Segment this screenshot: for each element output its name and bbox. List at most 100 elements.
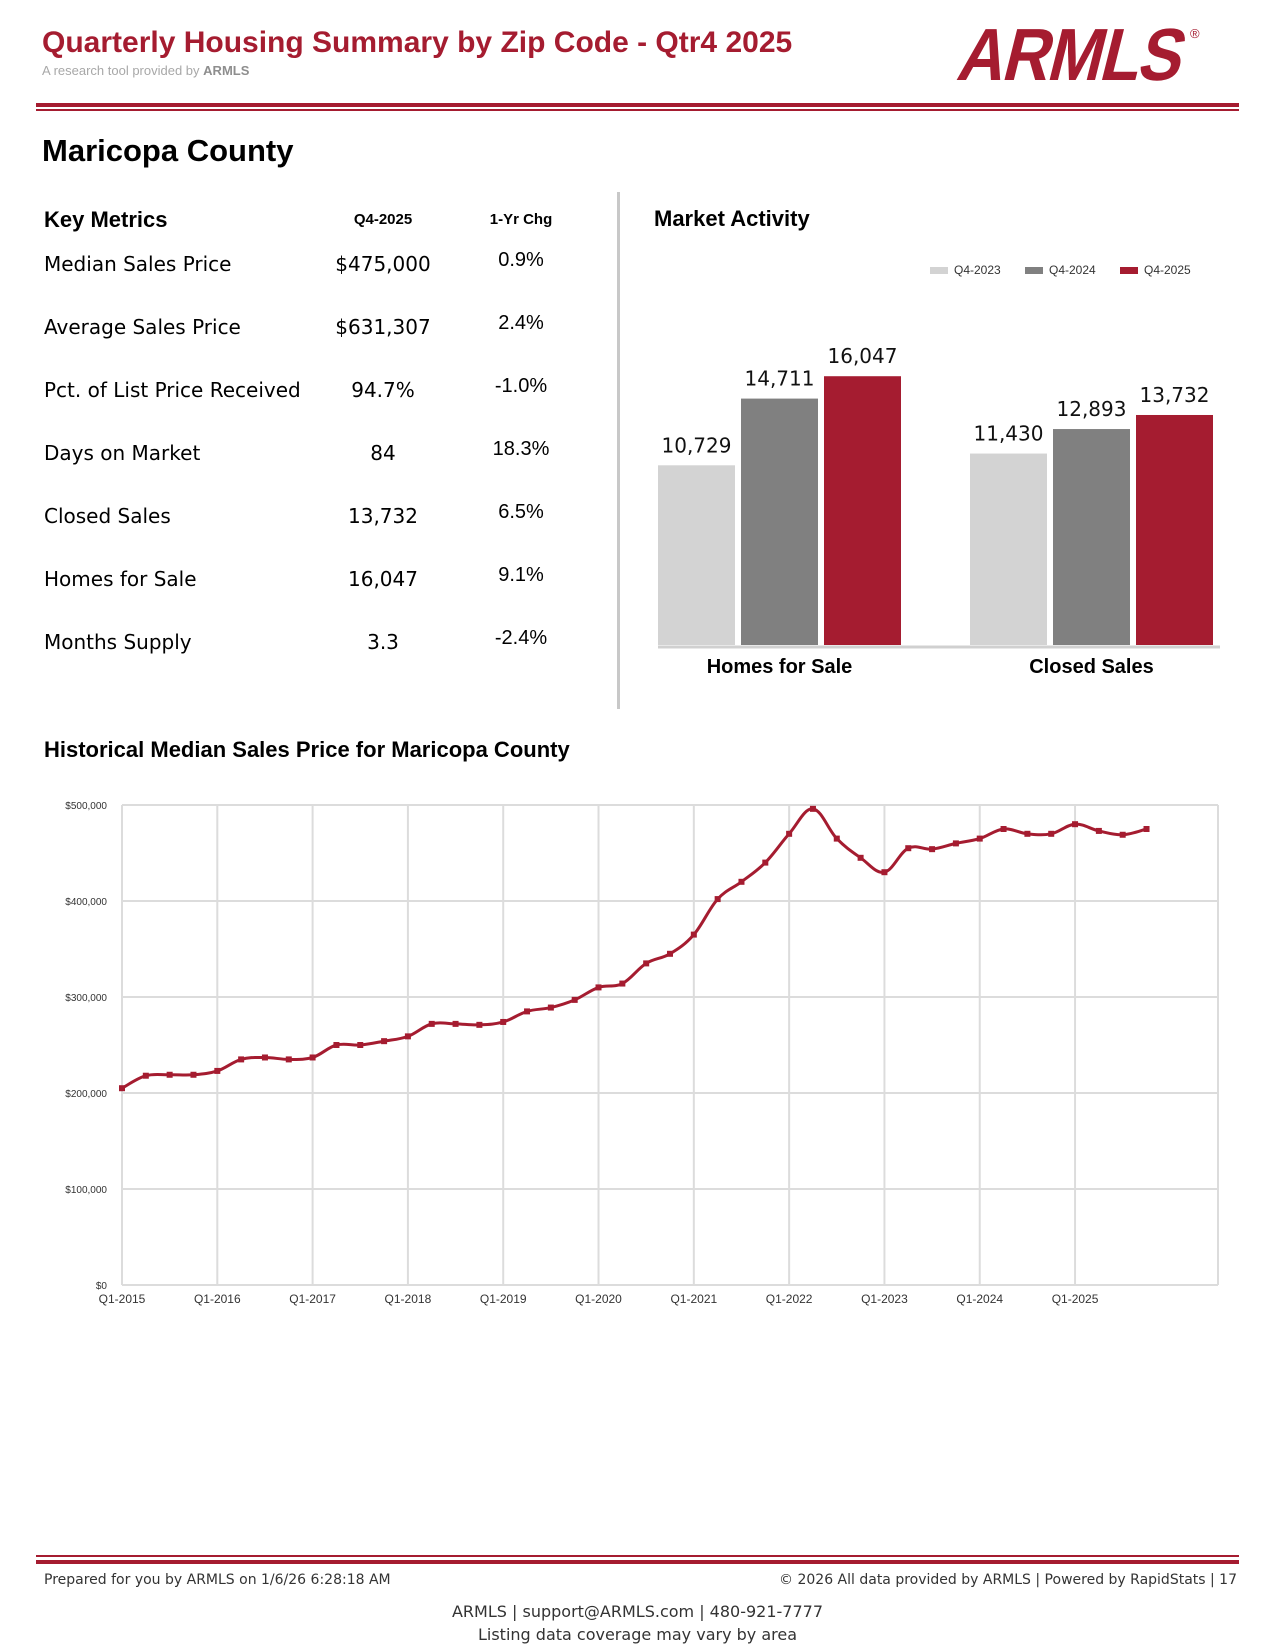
data-point-q3-2022 bbox=[833, 835, 840, 842]
metric-change-pct-list-price: -1.0% bbox=[494, 375, 548, 397]
logo-text: ARMLS bbox=[951, 20, 1194, 84]
metric-change-median-sales-price: 0.9% bbox=[498, 249, 544, 271]
bar-homes-for-sale-q4-2025 bbox=[824, 376, 901, 645]
metric-label-homes-for-sale: Homes for Sale bbox=[44, 567, 197, 591]
data-point-q2-2015 bbox=[142, 1072, 149, 1079]
y-tick-label: $500,000 bbox=[65, 801, 107, 812]
data-point-q4-2020 bbox=[667, 950, 673, 957]
legend-label-q4-2025: Q4-2025 bbox=[1144, 263, 1191, 277]
data-point-q1-2023 bbox=[881, 869, 888, 876]
bar-value-label: 14,711 bbox=[745, 367, 815, 391]
bar-value-label: 12,893 bbox=[1057, 397, 1127, 421]
data-point-q4-2018 bbox=[476, 1021, 483, 1028]
registered-mark: ® bbox=[1190, 26, 1200, 41]
data-point-q1-2022 bbox=[786, 830, 793, 837]
column-header-change: 1-Yr Chg bbox=[489, 211, 553, 228]
data-point-q4-2016 bbox=[285, 1056, 292, 1063]
data-point-q1-2015 bbox=[119, 1085, 125, 1092]
data-point-q3-2016 bbox=[261, 1054, 268, 1061]
bar-value-label: 10,729 bbox=[662, 433, 732, 457]
market-activity-heading: Market Activity bbox=[654, 206, 810, 231]
footer-rule-thin bbox=[36, 1555, 1239, 1557]
data-point-q4-2022 bbox=[857, 854, 864, 861]
metric-label-closed-sales: Closed Sales bbox=[44, 504, 171, 528]
armls-logo: ARMLS ® bbox=[951, 20, 1200, 84]
footer-copyright: © 2026 All data provided by ARMLS | Powe… bbox=[779, 1572, 1206, 1588]
key-metrics-heading: Key Metrics bbox=[44, 207, 168, 232]
x-tick-label: Q1-2023 bbox=[861, 1292, 908, 1306]
x-tick-label: Q1-2025 bbox=[1052, 1292, 1099, 1306]
historical-median-price-line-chart: $0 $100,000 $200,000 $300,000 $400,000 $500,0… bbox=[65, 801, 1219, 1306]
metric-value-days-on-market: 84 bbox=[370, 441, 396, 465]
bar-value-label: 13,732 bbox=[1140, 383, 1210, 407]
data-point-q3-2025 bbox=[1119, 831, 1126, 838]
x-tick-label: Q1-2024 bbox=[956, 1292, 1003, 1306]
median-price-line bbox=[121, 807, 1147, 1090]
data-point-q1-2024 bbox=[976, 835, 983, 842]
data-point-q2-2023 bbox=[905, 845, 912, 852]
data-point-q4-2021 bbox=[762, 859, 769, 866]
bar-homes-for-sale-q4-2023 bbox=[658, 465, 735, 645]
page-number: | 17 bbox=[1210, 1572, 1237, 1588]
header-rule-thin bbox=[36, 109, 1239, 111]
x-tick-label: Q1-2015 bbox=[99, 1292, 146, 1306]
category-label-homes-for-sale: Homes for Sale bbox=[707, 656, 853, 678]
metric-value-closed-sales: 13,732 bbox=[348, 504, 418, 528]
x-tick-label: Q1-2021 bbox=[670, 1292, 717, 1306]
data-point-q2-2025 bbox=[1095, 827, 1102, 834]
metric-label-days-on-market: Days on Market bbox=[44, 441, 201, 465]
report-subtitle: A research tool provided by ARMLS bbox=[42, 63, 249, 78]
historical-chart-heading: Historical Median Sales Price for Marico… bbox=[44, 737, 570, 762]
metric-value-pct-list-price: 94.7% bbox=[351, 378, 415, 402]
data-point-q3-2017 bbox=[357, 1042, 364, 1048]
x-tick-label: Q1-2017 bbox=[289, 1292, 336, 1306]
column-header-period: Q4-2025 bbox=[353, 211, 413, 228]
metric-value-average-sales-price: $631,307 bbox=[335, 315, 431, 339]
x-tick-label: Q1-2019 bbox=[480, 1292, 527, 1306]
data-point-q1-2019 bbox=[500, 1018, 507, 1025]
data-point-q2-2019 bbox=[524, 1008, 531, 1015]
footer-contact: ARMLS | support@ARMLS.com | 480-921-7777 bbox=[451, 1602, 824, 1621]
section-divider bbox=[617, 192, 620, 709]
metric-change-closed-sales: 6.5% bbox=[498, 501, 544, 523]
x-tick-label: Q1-2016 bbox=[194, 1292, 241, 1306]
category-label-closed-sales: Closed Sales bbox=[1029, 656, 1154, 678]
footer-rule-thick bbox=[36, 1560, 1239, 1564]
data-point-q2-2017 bbox=[333, 1042, 340, 1048]
area-name: Maricopa County bbox=[42, 133, 294, 168]
data-point-q3-2023 bbox=[929, 846, 936, 853]
metric-change-months-supply: -2.4% bbox=[494, 627, 548, 649]
data-point-q2-2022 bbox=[809, 805, 816, 812]
report-title: Quarterly Housing Summary by Zip Code - … bbox=[42, 26, 793, 59]
y-tick-label: $100,000 bbox=[65, 1185, 107, 1196]
metric-label-average-sales-price: Average Sales Price bbox=[44, 315, 241, 339]
data-point-q2-2024 bbox=[1000, 826, 1007, 832]
market-activity-bar-chart: Q4-2023 Q4-2024 Q4-2025 10,729 14,711 16,047 H… bbox=[658, 263, 1220, 678]
x-tick-label: Q1-2020 bbox=[575, 1292, 622, 1306]
data-point-q3-2019 bbox=[547, 1004, 554, 1011]
metric-label-months-supply: Months Supply bbox=[44, 630, 192, 654]
data-point-q2-2018 bbox=[428, 1020, 435, 1027]
y-tick-label: $0 bbox=[96, 1281, 108, 1292]
y-tick-label: $400,000 bbox=[65, 897, 107, 908]
metric-value-median-sales-price: $475,000 bbox=[335, 252, 431, 276]
legend-swatch-q4-2023 bbox=[930, 267, 948, 274]
data-point-q1-2020 bbox=[595, 984, 602, 991]
data-point-q1-2025 bbox=[1072, 821, 1079, 828]
metric-change-average-sales-price: 2.4% bbox=[498, 312, 544, 334]
legend-label-q4-2023: Q4-2023 bbox=[954, 263, 1001, 277]
subtitle-brand: ARMLS bbox=[203, 63, 250, 78]
data-point-q2-2016 bbox=[238, 1056, 245, 1063]
data-point-q3-2018 bbox=[452, 1020, 459, 1027]
data-point-q1-2018 bbox=[404, 1033, 411, 1040]
footer-prepared: Prepared for you by ARMLS on 1/6/26 6:28… bbox=[44, 1572, 391, 1588]
data-point-q4-2015 bbox=[190, 1071, 197, 1078]
metric-change-days-on-market: 18.3% bbox=[492, 438, 550, 460]
data-point-q3-2021 bbox=[738, 878, 745, 885]
bar-closed-sales-q4-2024 bbox=[1053, 429, 1130, 645]
header-rule-thick bbox=[36, 103, 1239, 107]
data-point-q4-2023 bbox=[952, 840, 959, 847]
y-tick-label: $200,000 bbox=[65, 1089, 107, 1100]
footer-disclaimer: Listing data coverage may vary by area bbox=[477, 1625, 798, 1644]
metric-label-median-sales-price: Median Sales Price bbox=[44, 252, 232, 276]
